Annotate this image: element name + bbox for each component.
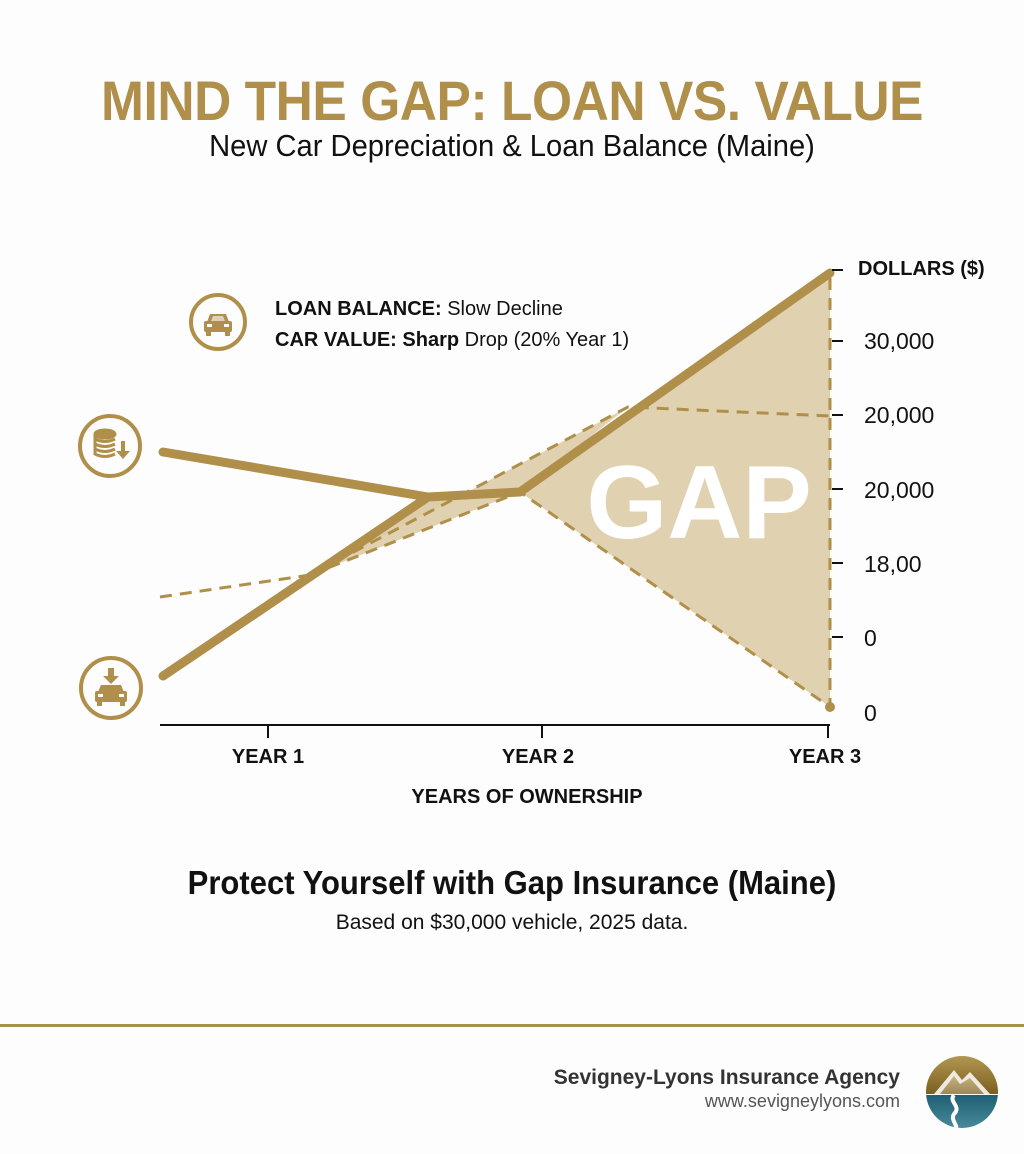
y-tick-label: 0 <box>864 625 877 651</box>
data-note: Based on $30,000 vehicle, 2025 data. <box>335 911 689 934</box>
page-title: MIND THE GAP: LOAN VS. VALUE <box>101 69 923 132</box>
chart-legend: LOAN BALANCE: Slow Decline CAR VALUE: Sh… <box>275 294 629 356</box>
car-down-icon <box>79 656 143 720</box>
y-tick-label: 20,000 <box>864 402 935 428</box>
legend-item-loan: LOAN BALANCE: Slow Decline <box>275 298 563 320</box>
agency-name: Sevigney-Lyons Insurance Agency <box>553 1066 900 1089</box>
x-tick-label: YEAR 2 <box>501 746 575 768</box>
car-icon <box>189 293 247 351</box>
x-tick-label: YEAR 3 <box>788 746 862 768</box>
y-tick-label: 18,00 <box>864 551 922 577</box>
y-axis-title: DOLLARS ($) <box>858 258 985 280</box>
y-tick-label: 0 <box>864 700 877 726</box>
car-value-line <box>158 492 433 681</box>
gap-label: GAP <box>586 445 811 561</box>
gap-area <box>310 273 830 707</box>
agency-url[interactable]: www.sevigneylyons.com <box>704 1091 900 1111</box>
agency-logo-icon <box>926 1056 998 1128</box>
footer-divider <box>0 1024 1024 1027</box>
legend-item-car: CAR VALUE: Sharp Drop (20% Year 1) <box>275 329 630 351</box>
coins-down-icon <box>78 414 142 478</box>
y-tick-label: 20,000 <box>864 477 935 503</box>
y-tick-label: 30,000 <box>864 328 935 354</box>
x-tick-label: YEAR 1 <box>231 746 305 768</box>
cta-heading: Protect Yourself with Gap Insurance (Mai… <box>187 864 837 901</box>
end-dot <box>825 702 835 712</box>
page-subtitle: New Car Depreciation & Loan Balance (Mai… <box>209 128 815 163</box>
loan-balance-line <box>158 268 835 502</box>
x-axis-title: YEARS OF OWNERSHIP <box>411 786 643 808</box>
